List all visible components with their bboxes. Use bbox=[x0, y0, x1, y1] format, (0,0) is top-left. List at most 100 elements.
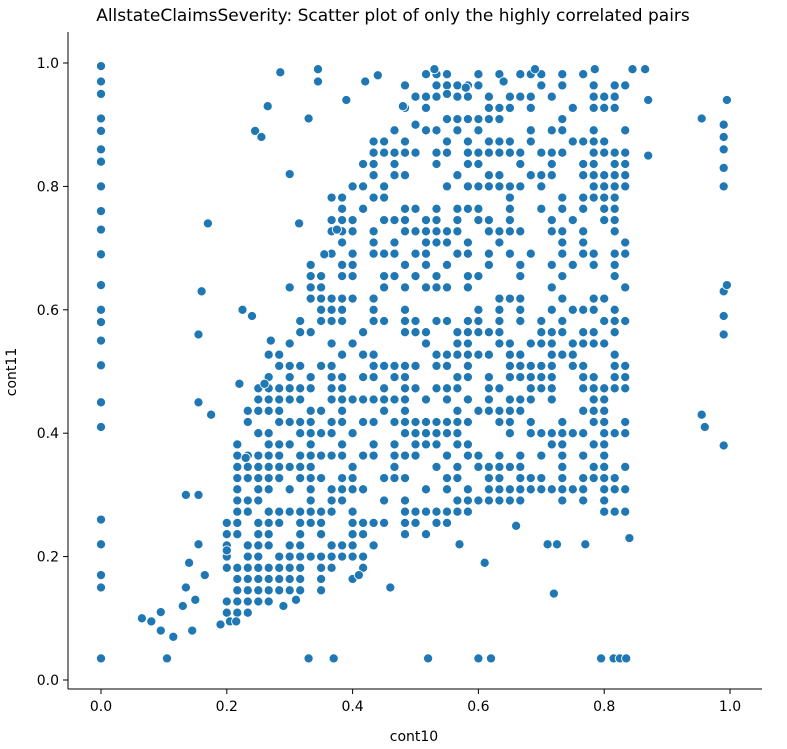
data-point bbox=[399, 304, 411, 315]
data-point bbox=[557, 114, 568, 125]
data-point bbox=[410, 360, 421, 371]
data-point bbox=[609, 360, 620, 371]
data-point bbox=[441, 349, 453, 360]
data-point bbox=[316, 506, 327, 517]
data-point bbox=[275, 67, 286, 78]
data-point bbox=[620, 315, 631, 327]
data-point bbox=[399, 428, 411, 439]
data-point bbox=[221, 529, 232, 540]
data-point bbox=[337, 349, 348, 360]
data-point bbox=[643, 94, 654, 106]
data-point bbox=[557, 80, 568, 91]
data-point bbox=[578, 428, 589, 439]
data-point bbox=[609, 248, 620, 259]
data-point bbox=[337, 484, 348, 495]
data-point bbox=[295, 551, 306, 562]
data-point bbox=[483, 102, 494, 113]
data-point bbox=[379, 315, 390, 327]
data-point bbox=[232, 573, 243, 585]
data-point bbox=[578, 192, 589, 203]
data-point bbox=[483, 473, 494, 484]
data-point bbox=[410, 91, 421, 102]
data-point bbox=[379, 147, 390, 158]
data-point bbox=[620, 484, 631, 495]
data-point bbox=[515, 461, 526, 472]
data-point bbox=[95, 360, 107, 371]
data-point bbox=[316, 282, 327, 293]
data-point bbox=[232, 439, 243, 450]
data-point bbox=[452, 170, 463, 181]
data-point bbox=[295, 517, 306, 528]
y-tick-label: 1.0 bbox=[37, 56, 59, 72]
data-point bbox=[284, 394, 295, 405]
data-point bbox=[399, 394, 411, 405]
data-point bbox=[368, 394, 379, 405]
data-point bbox=[295, 383, 306, 394]
data-point bbox=[253, 596, 264, 607]
data-point bbox=[368, 147, 379, 158]
data-point bbox=[441, 450, 453, 461]
data-point bbox=[420, 226, 432, 237]
data-point bbox=[347, 338, 358, 349]
data-point bbox=[494, 405, 505, 416]
data-point bbox=[504, 293, 515, 304]
data-point bbox=[557, 315, 568, 327]
data-point bbox=[588, 259, 599, 270]
data-point bbox=[504, 147, 515, 158]
data-point bbox=[588, 181, 599, 192]
data-point bbox=[599, 383, 610, 394]
data-point bbox=[284, 338, 295, 349]
data-point bbox=[410, 383, 421, 394]
data-point bbox=[180, 489, 191, 500]
data-point bbox=[546, 215, 557, 226]
data-point bbox=[483, 248, 494, 259]
data-point bbox=[643, 150, 654, 161]
data-point bbox=[399, 147, 411, 158]
data-point bbox=[557, 69, 568, 80]
data-point bbox=[347, 248, 358, 259]
data-point bbox=[305, 271, 316, 282]
data-point bbox=[95, 304, 107, 315]
data-point bbox=[431, 226, 442, 237]
data-point bbox=[420, 248, 432, 259]
data-point bbox=[588, 372, 599, 383]
data-point bbox=[452, 91, 463, 102]
data-point bbox=[557, 349, 568, 360]
data-point bbox=[305, 495, 316, 506]
data-point bbox=[588, 461, 599, 472]
data-point bbox=[609, 349, 620, 360]
data-point bbox=[718, 131, 729, 143]
data-point bbox=[452, 372, 463, 383]
data-point bbox=[588, 394, 599, 405]
data-point bbox=[441, 237, 453, 248]
data-point bbox=[316, 573, 327, 585]
x-axis-label: cont10 bbox=[390, 729, 438, 745]
data-point bbox=[326, 484, 337, 495]
data-point bbox=[494, 237, 505, 248]
data-point bbox=[599, 461, 610, 472]
data-point bbox=[525, 338, 536, 349]
data-point bbox=[326, 192, 337, 203]
data-point bbox=[284, 416, 295, 428]
data-point bbox=[609, 102, 620, 113]
data-point bbox=[399, 506, 411, 517]
data-point bbox=[588, 102, 599, 113]
data-point bbox=[494, 450, 505, 461]
data-point bbox=[305, 484, 316, 495]
data-point bbox=[368, 315, 379, 327]
data-point bbox=[494, 416, 505, 428]
data-point bbox=[177, 600, 188, 612]
data-point bbox=[473, 181, 484, 192]
data-point bbox=[232, 562, 243, 573]
data-point bbox=[588, 192, 599, 203]
data-point bbox=[536, 450, 547, 461]
data-point bbox=[136, 613, 147, 624]
data-point bbox=[452, 327, 463, 338]
data-point bbox=[410, 271, 421, 282]
data-point bbox=[441, 147, 453, 158]
data-point bbox=[718, 181, 729, 192]
data-point bbox=[504, 405, 515, 416]
data-point bbox=[483, 495, 494, 506]
data-point bbox=[515, 360, 526, 371]
data-point bbox=[609, 428, 620, 439]
